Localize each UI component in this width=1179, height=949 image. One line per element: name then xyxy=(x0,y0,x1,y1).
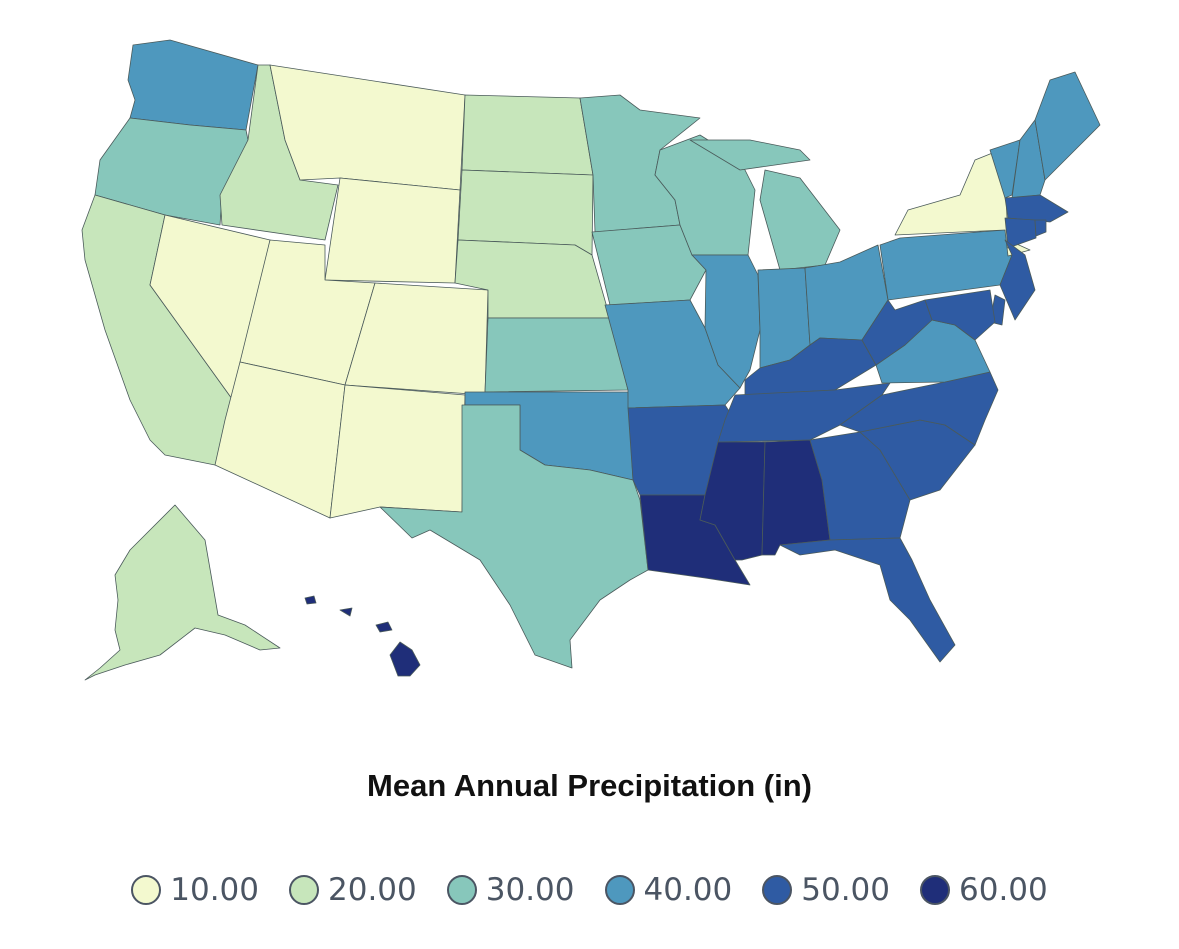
legend-item[interactable]: 30.00 xyxy=(446,872,575,908)
state-NM[interactable] xyxy=(329,384,466,519)
legend-item[interactable]: 20.00 xyxy=(289,872,417,908)
legend-swatch-icon xyxy=(762,875,793,905)
legend-title: Mean Annual Precipitation (in) xyxy=(367,768,812,803)
legend-swatch-icon xyxy=(289,875,319,905)
legend-item[interactable]: 50.00 xyxy=(762,872,890,908)
state-HI[interactable] xyxy=(304,595,421,677)
state-AK[interactable] xyxy=(84,504,281,681)
legend-item[interactable]: 40.00 xyxy=(604,872,733,908)
legend-swatch-icon xyxy=(604,875,635,905)
state-NJ[interactable] xyxy=(999,239,1036,321)
state-TX[interactable] xyxy=(379,404,649,669)
legend-label: 60.00 xyxy=(959,872,1048,908)
state-MT[interactable] xyxy=(269,64,466,191)
state-PA[interactable] xyxy=(879,229,1013,301)
state-CT[interactable] xyxy=(1004,217,1037,249)
state-ME[interactable] xyxy=(1034,71,1101,181)
us-choropleth-map xyxy=(81,39,1101,681)
legend-label: 30.00 xyxy=(485,872,575,908)
state-MD[interactable] xyxy=(924,289,996,341)
state-IL[interactable] xyxy=(691,254,761,389)
legend-item[interactable]: 60.00 xyxy=(920,872,1048,908)
state-WA[interactable] xyxy=(127,39,259,131)
state-WY[interactable] xyxy=(324,177,461,284)
legend-swatch-icon xyxy=(131,875,162,905)
state-VT[interactable] xyxy=(989,139,1021,199)
legend: 10.00 20.00 30.00 40.00 50.00 60.00 xyxy=(0,872,1179,908)
legend-label: 40.00 xyxy=(643,872,733,908)
legend-label: 20.00 xyxy=(328,872,417,908)
state-RI[interactable] xyxy=(1034,219,1047,237)
states-layer xyxy=(81,39,1101,681)
legend-item[interactable]: 10.00 xyxy=(131,872,259,908)
legend-swatch-icon xyxy=(446,875,477,905)
state-KS[interactable] xyxy=(484,317,629,393)
legend-swatch-icon xyxy=(920,875,950,905)
legend-label: 10.00 xyxy=(170,872,259,908)
state-NC[interactable] xyxy=(839,371,999,446)
state-MA[interactable] xyxy=(1004,194,1069,223)
legend-label: 50.00 xyxy=(801,872,890,908)
state-ND[interactable] xyxy=(461,94,594,176)
state-AZ[interactable] xyxy=(214,361,346,519)
state-FL[interactable] xyxy=(779,537,956,663)
state-MI[interactable] xyxy=(689,139,841,271)
state-NH[interactable] xyxy=(1011,119,1046,199)
